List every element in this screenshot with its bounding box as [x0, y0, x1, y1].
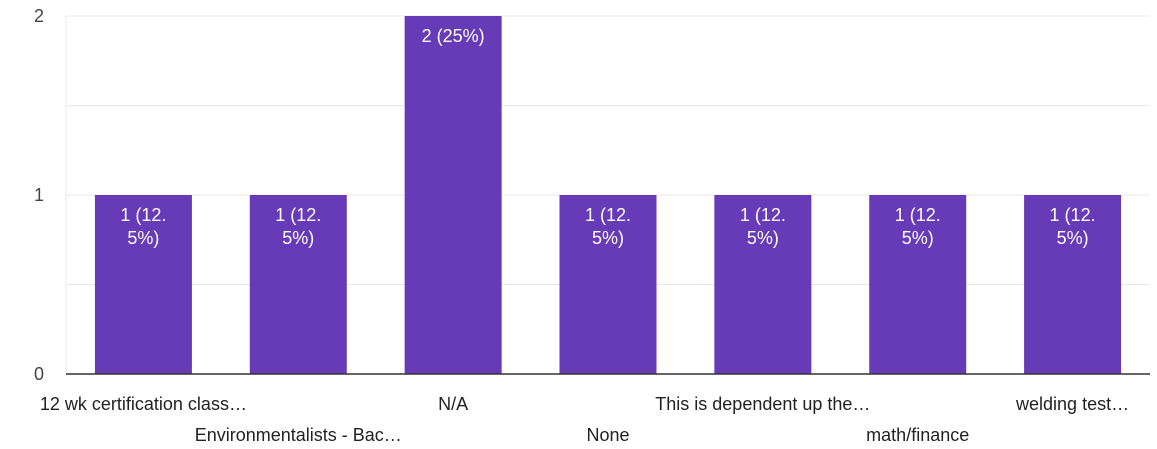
x-category-label: Environmentalists - Bac…: [195, 425, 402, 445]
y-tick-label: 2: [34, 6, 44, 26]
bar: [1024, 195, 1122, 374]
bar-data-label: 1 (12.: [585, 205, 631, 225]
x-category-label: 12 wk certification class…: [40, 394, 247, 414]
bar-data-label: 5%): [747, 228, 779, 248]
y-tick-label: 1: [34, 185, 44, 205]
bars: 1 (12. 5%) 1 (12. 5%) 2 (25%) 1 (12. 5%) 1 (12.…: [94, 16, 1122, 374]
y-tick-label: 0: [34, 364, 44, 384]
bar-data-label: 2 (25%): [422, 26, 485, 46]
bar: [94, 195, 192, 374]
bar-data-label: 5%): [1057, 228, 1089, 248]
bar: [714, 195, 812, 374]
x-category-label: None: [586, 425, 629, 445]
bar-data-label: 1 (12.: [895, 205, 941, 225]
bar: [559, 195, 657, 374]
x-category-label: N/A: [438, 394, 468, 414]
x-category-label: welding test…: [1015, 394, 1129, 414]
bar-data-label: 5%): [592, 228, 624, 248]
bar-data-label: 1 (12.: [275, 205, 321, 225]
y-axis-tick-labels: 0 1 2: [34, 6, 44, 384]
x-category-label: This is dependent up the…: [655, 394, 870, 414]
bar-data-label: 1 (12.: [740, 205, 786, 225]
bar-data-label: 1 (12.: [120, 205, 166, 225]
bar-data-label: 5%): [127, 228, 159, 248]
x-category-label: math/finance: [866, 425, 969, 445]
bar: [869, 195, 967, 374]
bar: [249, 195, 347, 374]
bar-data-label: 1 (12.: [1050, 205, 1096, 225]
bar-data-label: 5%): [282, 228, 314, 248]
bar-data-label: 5%): [902, 228, 934, 248]
x-axis-category-labels: 12 wk certification class… Environmentali…: [40, 394, 1129, 445]
bar: [404, 16, 502, 374]
